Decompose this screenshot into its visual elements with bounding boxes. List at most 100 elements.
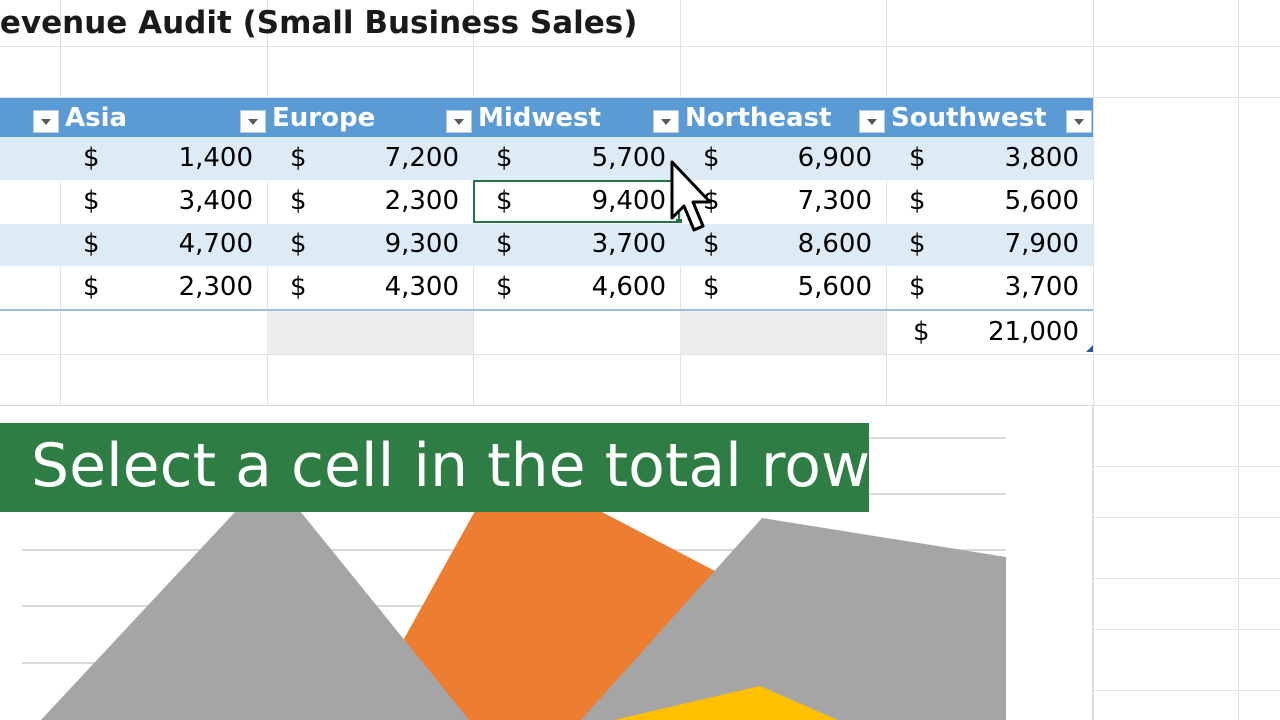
table-row: $3,400 $2,300 $9,400 $7,300 $5,600 xyxy=(0,180,1093,225)
header-northeast[interactable]: Northeast xyxy=(680,98,886,137)
grid-line xyxy=(0,97,1280,98)
cell-southwest[interactable]: $5,600 xyxy=(886,180,1093,223)
total-row-divider xyxy=(0,309,1093,311)
header-midwest[interactable]: Midwest xyxy=(473,98,680,137)
header-label: Southwest xyxy=(891,103,1047,133)
filter-dropdown-icon[interactable] xyxy=(859,110,885,133)
cell-value: 3,700 xyxy=(591,229,666,259)
cell-northeast[interactable]: $8,600 xyxy=(680,223,886,266)
currency-symbol: $ xyxy=(703,143,720,173)
cell-value: 2,300 xyxy=(384,186,459,216)
caption-text: Select a cell in the total row xyxy=(31,431,871,501)
header-europe[interactable]: Europe xyxy=(267,98,473,137)
currency-symbol: $ xyxy=(703,229,720,259)
cell-value: 7,300 xyxy=(797,186,872,216)
cell-value: 9,300 xyxy=(384,229,459,259)
area-series-gray-left xyxy=(40,511,470,720)
header-asia[interactable]: Asia xyxy=(60,98,267,137)
currency-symbol: $ xyxy=(290,143,307,173)
cell-europe[interactable]: $7,200 xyxy=(267,137,473,180)
grid-line xyxy=(0,354,1280,355)
total-value: 21,000 xyxy=(988,317,1079,347)
row-divider xyxy=(0,266,1093,267)
cell-value: 3,800 xyxy=(1004,143,1079,173)
filter-dropdown-icon[interactable] xyxy=(240,110,266,133)
filter-dropdown-icon[interactable] xyxy=(446,110,472,133)
cell-asia[interactable]: $4,700 xyxy=(60,223,267,266)
cell-southwest[interactable]: $3,700 xyxy=(886,266,1093,309)
cell-value: 3,400 xyxy=(178,186,253,216)
area-series-gray-right xyxy=(580,518,1006,720)
currency-symbol: $ xyxy=(83,272,100,302)
cell-value: 4,300 xyxy=(384,272,459,302)
currency-symbol: $ xyxy=(83,229,100,259)
grid-line xyxy=(267,0,268,720)
tutorial-caption: Select a cell in the total row xyxy=(0,423,871,512)
currency-symbol: $ xyxy=(83,143,100,173)
cell-value: 3,700 xyxy=(1004,272,1079,302)
area-chart-canvas xyxy=(22,437,1006,720)
row-divider xyxy=(0,223,1093,224)
grid-line xyxy=(680,0,681,720)
table-header-row: Asia Europe Midwest Northeast Southwest xyxy=(0,98,1093,137)
filter-dropdown-icon[interactable] xyxy=(33,110,59,133)
cell-midwest[interactable]: $3,700 xyxy=(473,223,680,266)
cell-southwest[interactable]: $7,900 xyxy=(886,223,1093,266)
header-label: Europe xyxy=(272,103,376,133)
currency-symbol: $ xyxy=(909,143,926,173)
cell-northeast[interactable]: $7,300 xyxy=(680,180,886,223)
cell-midwest[interactable]: $9,400 xyxy=(473,180,682,225)
currency-symbol: $ xyxy=(496,229,513,259)
grid-line xyxy=(473,0,474,720)
table-row: $1,400 $7,200 $5,700 $6,900 $3,800 xyxy=(0,137,1093,180)
currency-symbol: $ xyxy=(703,186,720,216)
currency-symbol: $ xyxy=(909,229,926,259)
grid-line xyxy=(1093,0,1094,720)
cell-value: 8,600 xyxy=(797,229,872,259)
header-southwest[interactable]: Southwest xyxy=(886,98,1093,137)
cell-asia[interactable]: $2,300 xyxy=(60,266,267,309)
grid-line xyxy=(1238,0,1239,720)
table-row: $2,300 $4,300 $4,600 $5,600 $3,700 xyxy=(0,266,1093,309)
cell-southwest[interactable]: $3,800 xyxy=(886,137,1093,180)
filter-dropdown-icon[interactable] xyxy=(1066,110,1092,133)
cell-value: 4,700 xyxy=(178,229,253,259)
cell-value: 7,200 xyxy=(384,143,459,173)
cell-asia[interactable]: $1,400 xyxy=(60,137,267,180)
currency-symbol: $ xyxy=(496,186,513,216)
cell-europe[interactable]: $4,300 xyxy=(267,266,473,309)
cell-midwest[interactable]: $5,700 xyxy=(473,137,680,180)
cell-value: 7,900 xyxy=(1004,229,1079,259)
grid-line xyxy=(60,0,61,720)
currency-symbol: $ xyxy=(290,272,307,302)
cell-europe[interactable]: $2,300 xyxy=(267,180,473,223)
cell-northeast[interactable]: $6,900 xyxy=(680,137,886,180)
cell-midwest[interactable]: $4,600 xyxy=(473,266,680,309)
cell-europe[interactable]: $9,300 xyxy=(267,223,473,266)
header-label: Midwest xyxy=(478,103,601,133)
grid-line xyxy=(886,0,887,720)
currency-symbol: $ xyxy=(83,186,100,216)
total-cell-northeast[interactable] xyxy=(680,311,886,354)
header-label: Northeast xyxy=(685,103,832,133)
cell-value: 2,300 xyxy=(178,272,253,302)
cell-value: 5,600 xyxy=(1004,186,1079,216)
currency-symbol: $ xyxy=(290,229,307,259)
cell-northeast[interactable]: $5,600 xyxy=(680,266,886,309)
cell-value: 1,400 xyxy=(178,143,253,173)
total-cell-southwest[interactable]: $ 21,000 xyxy=(886,311,1093,354)
sheet-title[interactable]: Revenue Audit (Small Business Sales) xyxy=(0,5,638,41)
cell-value: 6,900 xyxy=(797,143,872,173)
currency-symbol: $ xyxy=(909,186,926,216)
currency-symbol: $ xyxy=(496,272,513,302)
cell-asia[interactable]: $3,400 xyxy=(60,180,267,223)
cell-value: 4,600 xyxy=(591,272,666,302)
currency-symbol: $ xyxy=(496,143,513,173)
table-resize-handle[interactable] xyxy=(1086,345,1093,352)
currency-symbol: $ xyxy=(913,317,930,347)
fill-handle[interactable] xyxy=(676,219,682,225)
mouse-pointer-icon xyxy=(670,160,712,232)
total-cell-europe[interactable] xyxy=(267,311,473,354)
active-cell-border xyxy=(473,180,682,225)
filter-dropdown-icon[interactable] xyxy=(653,110,679,133)
